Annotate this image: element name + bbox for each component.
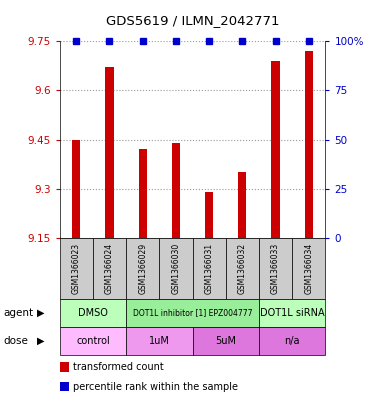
Text: GSM1366029: GSM1366029 xyxy=(138,242,147,294)
Text: 5uM: 5uM xyxy=(215,336,236,346)
Text: GDS5619 / ILMN_2042771: GDS5619 / ILMN_2042771 xyxy=(106,14,279,27)
Text: GSM1366024: GSM1366024 xyxy=(105,242,114,294)
Bar xyxy=(139,149,147,238)
Text: n/a: n/a xyxy=(285,336,300,346)
Text: GSM1366033: GSM1366033 xyxy=(271,242,280,294)
Text: GSM1366023: GSM1366023 xyxy=(72,242,81,294)
Bar xyxy=(105,68,114,238)
Text: percentile rank within the sample: percentile rank within the sample xyxy=(73,382,238,392)
Text: DMSO: DMSO xyxy=(78,308,108,318)
Text: GSM1366030: GSM1366030 xyxy=(171,242,181,294)
Text: GSM1366034: GSM1366034 xyxy=(304,242,313,294)
Bar xyxy=(238,172,246,238)
Text: agent: agent xyxy=(4,308,34,318)
Text: DOT1L siRNA: DOT1L siRNA xyxy=(260,308,325,318)
Bar xyxy=(205,192,213,238)
Text: 1uM: 1uM xyxy=(149,336,170,346)
Text: ▶: ▶ xyxy=(37,308,44,318)
Bar xyxy=(72,140,80,238)
Bar xyxy=(271,61,280,238)
Text: GSM1366031: GSM1366031 xyxy=(204,242,214,294)
Text: ▶: ▶ xyxy=(37,336,44,346)
Bar xyxy=(172,143,180,238)
Text: DOT1L inhibitor [1] EPZ004777: DOT1L inhibitor [1] EPZ004777 xyxy=(133,309,252,317)
Text: transformed count: transformed count xyxy=(73,362,164,372)
Text: dose: dose xyxy=(4,336,29,346)
Text: GSM1366032: GSM1366032 xyxy=(238,242,247,294)
Text: control: control xyxy=(76,336,110,346)
Bar xyxy=(305,51,313,238)
